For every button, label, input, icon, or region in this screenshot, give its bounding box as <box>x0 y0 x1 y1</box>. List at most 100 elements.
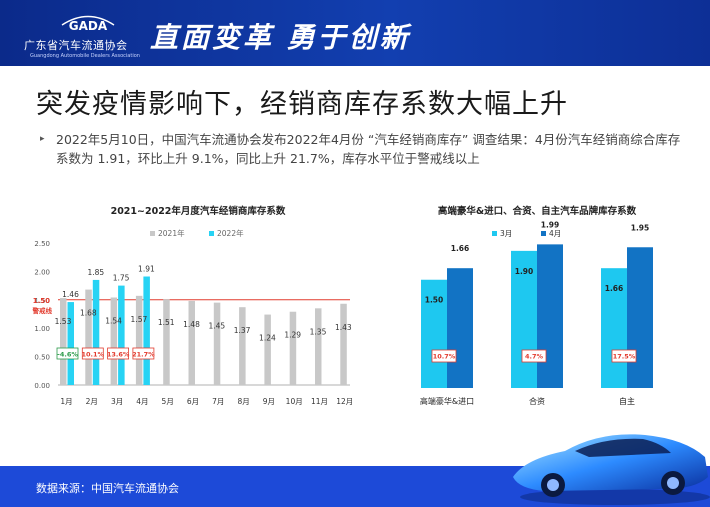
bar-2021-value: 1.45 <box>208 322 225 331</box>
bar-2021 <box>110 297 118 385</box>
org-name: 广东省汽车流通协会 <box>24 39 128 52</box>
bar-2022-value: 1.46 <box>62 290 79 299</box>
x-tick-label: 2月 <box>86 397 98 406</box>
bar-march-value: 1.50 <box>425 296 444 305</box>
logo-mark-text: GADA <box>69 19 108 32</box>
yoy-box <box>56 347 79 360</box>
bar-march <box>511 250 537 388</box>
y-tick-label: 2.50 <box>34 240 50 248</box>
x-tick-label: 6月 <box>187 397 199 406</box>
bar-2021-value: 1.35 <box>310 327 327 336</box>
bar-2021-value: 1.57 <box>131 315 148 324</box>
legend-swatch-2022 <box>209 231 214 236</box>
bar-2021-value: 1.37 <box>234 326 251 335</box>
yoy-box <box>132 347 155 360</box>
bar-march-value: 1.66 <box>605 284 624 293</box>
legend-label-march: 3月 <box>500 229 512 238</box>
change-box <box>611 349 637 363</box>
bar-2021-value: 1.68 <box>80 309 97 318</box>
y-tick-label: 0.50 <box>34 354 50 362</box>
bar-2021 <box>135 295 143 385</box>
bar-2022 <box>67 302 74 385</box>
warning-line-label: 警戒线 <box>33 306 53 315</box>
legend-swatch-2021 <box>150 231 155 236</box>
bar-2021-value: 1.43 <box>335 323 352 332</box>
x-tick-label: 1月 <box>60 397 72 406</box>
bar-march <box>601 268 627 388</box>
y-tick-label: 2.00 <box>34 268 50 276</box>
legend-label-april: 4月 <box>549 229 561 238</box>
bar-april <box>447 268 473 388</box>
bar-2021 <box>264 314 271 385</box>
change-label: 17.5% <box>613 353 636 361</box>
header-banner: GADA 广东省汽车流通协会 Guangdong Automobile Deal… <box>0 0 710 66</box>
x-tick-label: 3月 <box>111 397 123 406</box>
bar-2021 <box>315 308 322 385</box>
yoy-box <box>81 347 104 360</box>
legend-swatch-march <box>492 231 497 236</box>
bar-april-value: 1.99 <box>541 220 560 229</box>
bar-march-value: 1.90 <box>515 267 534 276</box>
sports-car-icon <box>513 434 710 505</box>
chart1-title: 2021~2022年月度汽车经销商库存系数 <box>111 205 286 217</box>
bar-2021 <box>289 311 297 385</box>
bar-2022 <box>118 285 125 385</box>
bar-2021 <box>85 289 92 385</box>
bar-2021 <box>340 303 347 385</box>
warning-line-value: 1.50 <box>33 297 50 305</box>
x-tick-label: 10月 <box>286 397 303 406</box>
bar-2022 <box>92 279 100 385</box>
slogan: 直面变革 勇于创新 <box>150 21 411 54</box>
bar-2022-value: 1.75 <box>113 274 130 283</box>
x-tick-label: 12月 <box>336 397 353 406</box>
bar-april-value: 1.95 <box>631 223 650 232</box>
yoy-label: 13.6% <box>107 351 130 359</box>
bar-march <box>421 279 447 388</box>
bar-2021 <box>188 300 195 385</box>
change-label: 10.7% <box>433 353 456 361</box>
bar-2021-value: 1.53 <box>55 317 72 326</box>
bar-2021-value: 1.29 <box>284 331 301 340</box>
change-label: 4.7% <box>525 353 544 361</box>
bar-2021-value: 1.51 <box>158 318 175 327</box>
y-tick-label: 1.00 <box>34 325 50 333</box>
bar-2021-value: 1.54 <box>105 317 122 326</box>
bar-2021 <box>60 298 67 385</box>
bullet-icon: ▸ <box>40 134 45 144</box>
legend-label-2021: 2021年 <box>158 228 185 238</box>
logo-mark-icon: GADA <box>61 15 115 32</box>
bar-2022-value: 1.85 <box>87 268 104 277</box>
bar-2021 <box>239 307 246 385</box>
legend-swatch-april <box>541 231 546 236</box>
page-title: 突发疫情影响下，经销商库存系数大幅上升 <box>36 89 568 120</box>
bar-april <box>537 244 563 388</box>
bar-2022 <box>143 276 150 385</box>
legend-label-2022: 2022年 <box>217 228 244 238</box>
bar-2022-value: 1.91 <box>138 265 155 274</box>
bar-2021-value: 1.24 <box>259 334 276 343</box>
x-tick-label: 9月 <box>263 397 275 406</box>
change-box <box>521 349 547 363</box>
change-box <box>431 349 457 363</box>
y-tick-label: 1.50 <box>34 297 50 305</box>
data-source: 数据来源：中国汽车流通协会 <box>36 482 179 495</box>
x-tick-label: 5月 <box>162 397 174 406</box>
chart2-title: 高端豪华&进口、合资、自主汽车品牌库存系数 <box>438 205 637 217</box>
y-tick-label: 0.00 <box>34 382 50 390</box>
bar-2021 <box>213 302 221 385</box>
x-tick-label: 11月 <box>311 397 328 406</box>
bar-2021-value: 1.48 <box>183 320 200 329</box>
yoy-label: 21.7% <box>132 351 155 359</box>
bar-april <box>627 247 653 388</box>
x-tick-label: 4月 <box>136 397 148 406</box>
yoy-label: 10.1% <box>82 351 105 359</box>
bar-2021 <box>163 299 170 385</box>
yoy-label: -4.6% <box>57 351 78 359</box>
yoy-box <box>107 347 129 360</box>
x-tick-label: 8月 <box>237 397 249 406</box>
bar-april-value: 1.66 <box>451 244 470 253</box>
x-tick-label: 7月 <box>212 397 224 406</box>
category-label: 高端豪华&进口 <box>420 396 474 406</box>
org-name-en: Guangdong Automobile Dealers Association <box>30 53 140 59</box>
summary-text: 2022年5月10日，中国汽车流通协会发布2022年4月份 “汽车经销商库存” … <box>56 132 681 166</box>
